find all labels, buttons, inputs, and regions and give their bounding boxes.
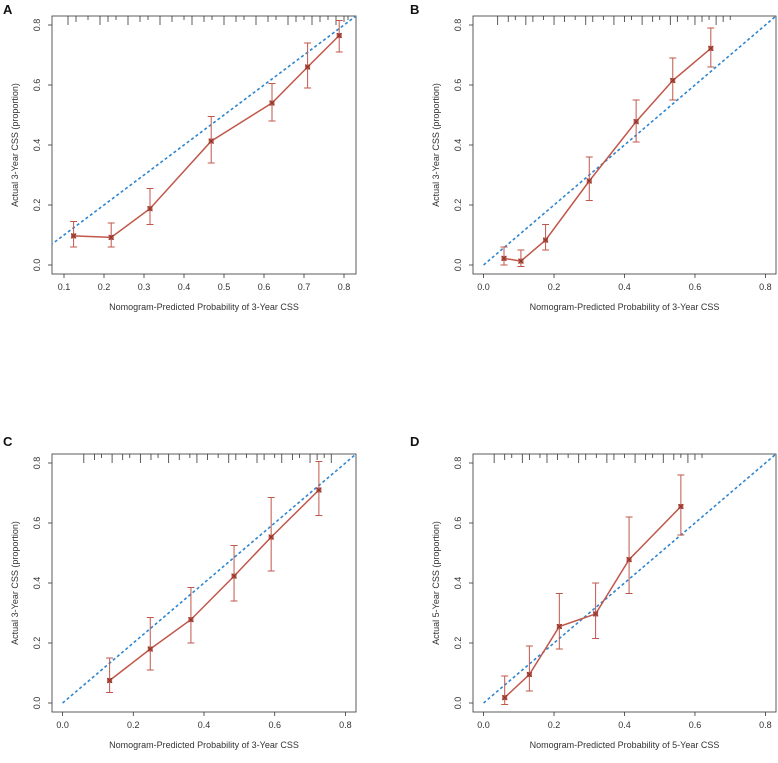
y-tick-label: 0.4 [453, 577, 463, 590]
calibration-point-cross [708, 45, 714, 52]
calibration-point-cross [316, 487, 322, 493]
panel-letter: B [410, 2, 419, 17]
calibration-point-cross [108, 234, 114, 241]
ideal-reference-line [62, 454, 356, 704]
ideal-reference-line [52, 16, 356, 245]
y-tick-label: 0.0 [32, 259, 42, 272]
x-tick-label: 0.0 [477, 282, 490, 292]
x-tick-label: 0.6 [258, 282, 271, 292]
x-tick-label: 0.2 [127, 720, 140, 730]
y-tick-label: 0.4 [453, 139, 463, 152]
calibration-line [504, 505, 682, 699]
y-tick-label: 0.0 [32, 697, 42, 710]
panel-letter: A [3, 2, 13, 17]
calibration-line [109, 489, 320, 682]
y-tick-label: 0.6 [32, 517, 42, 530]
calibration-panel-b: B 0.0 0.2 0.4 0.6 0.8 0.0 0.2 0.4 0.6 0.8 Nomogram-… [410, 2, 777, 312]
calibration-point-cross [147, 205, 153, 212]
x-tick-label: 0.8 [759, 282, 772, 292]
x-tick-label: 0.5 [218, 282, 231, 292]
calibration-point-cross [501, 694, 508, 701]
x-tick-label: 0.8 [339, 720, 352, 730]
y-tick-label: 0.6 [453, 79, 463, 92]
x-tick-label: 0.2 [548, 720, 561, 730]
calibration-point-cross [556, 623, 563, 630]
x-axis-title: Nomogram-Predicted Probability of 3-Year… [109, 302, 299, 312]
plot-frame [51, 15, 357, 275]
calibration-point-cross [269, 100, 275, 106]
calibration-point-cross [542, 237, 549, 243]
calibration-point-cross [336, 32, 342, 39]
x-tick-label: 0.4 [178, 282, 191, 292]
calibration-panel-a: A 0.1 0.2 0.3 0.4 0.5 0.6 0.7 0.8 0.0 0.2 0.4 0.6 0.8… [3, 2, 357, 312]
y-tick-label: 0.0 [453, 259, 463, 272]
calibration-point-cross [208, 138, 214, 144]
x-tick-label: 0.4 [618, 720, 631, 730]
x-axis-title: Nomogram-Predicted Probability of 3-Year… [109, 740, 299, 750]
x-tick-label: 0.4 [198, 720, 211, 730]
calibration-point-cross [106, 677, 113, 684]
y-tick-label: 0.8 [32, 19, 42, 32]
x-tick-label: 0.4 [618, 282, 631, 292]
y-tick-label: 0.2 [32, 637, 42, 650]
x-tick-label: 0.6 [689, 720, 702, 730]
x-axis-title: Nomogram-Predicted Probability of 5-Year… [530, 740, 720, 750]
y-tick-label: 0.2 [32, 199, 42, 212]
x-tick-label: 0.6 [268, 720, 281, 730]
calibration-line [503, 47, 712, 262]
y-tick-label: 0.4 [32, 577, 42, 590]
x-tick-label: 0.2 [98, 282, 111, 292]
calibration-line [73, 34, 340, 239]
calibration-point-cross [501, 255, 507, 262]
calibration-point-cross [147, 646, 154, 652]
y-tick-label: 0.2 [453, 199, 463, 212]
panel-letter: D [410, 434, 419, 449]
y-tick-label: 0.2 [453, 637, 463, 650]
y-axis-title: Actual 3-Year CSS (proportion) [431, 83, 441, 207]
calibration-point-cross [586, 178, 593, 184]
calibration-panel-d: D 0.0 0.2 0.4 0.6 0.8 0.0 0.2 0.4 0.6 0.8 Nomogram-… [410, 434, 777, 750]
calibration-point-cross [626, 556, 632, 563]
calibration-point-cross [70, 233, 77, 239]
panel-letter: C [3, 434, 13, 449]
calibration-point-cross [670, 77, 676, 84]
calibration-point-cross [188, 616, 194, 623]
y-tick-label: 0.0 [453, 697, 463, 710]
calibration-point-cross [526, 671, 533, 678]
y-tick-label: 0.8 [453, 19, 463, 32]
calibration-point-cross [592, 611, 599, 617]
calibration-point-cross [304, 64, 311, 70]
y-axis-title: Actual 3-Year CSS (proportion) [10, 521, 20, 645]
x-tick-label: 0.0 [56, 720, 69, 730]
x-tick-label: 0.2 [548, 282, 561, 292]
calibration-point-cross [268, 534, 274, 540]
x-tick-label: 0.6 [689, 282, 702, 292]
ideal-reference-line [483, 454, 776, 704]
y-tick-label: 0.6 [453, 517, 463, 530]
calibration-point-cross [678, 503, 684, 510]
calibration-panel-c: C 0.0 0.2 0.4 0.6 0.8 0.0 0.2 0.4 0.6 0.8 Nomogram-… [3, 434, 357, 750]
ideal-reference-line [483, 16, 776, 266]
calibration-point-cross [633, 118, 639, 125]
y-axis-title: Actual 3-Year CSS (proportion) [10, 83, 20, 207]
x-tick-label: 0.1 [58, 282, 71, 292]
calibration-point-cross [231, 573, 237, 579]
y-axis-title: Actual 5-Year CSS (proportion) [431, 521, 441, 645]
y-tick-label: 0.6 [32, 79, 42, 92]
y-tick-label: 0.4 [32, 139, 42, 152]
x-axis-title: Nomogram-Predicted Probability of 3-Year… [530, 302, 720, 312]
x-tick-label: 0.0 [477, 720, 490, 730]
x-tick-label: 0.8 [759, 720, 772, 730]
x-tick-label: 0.8 [338, 282, 351, 292]
x-tick-label: 0.3 [138, 282, 151, 292]
calibration-point-cross [518, 258, 524, 264]
y-tick-label: 0.8 [32, 457, 42, 470]
x-tick-label: 0.7 [298, 282, 311, 292]
y-tick-label: 0.8 [453, 457, 463, 470]
